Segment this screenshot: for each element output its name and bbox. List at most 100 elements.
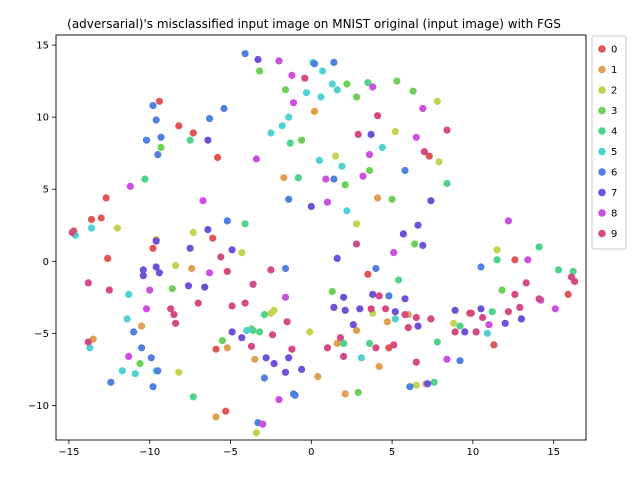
data-point-class-7 [139, 272, 147, 280]
data-point-class-6 [223, 217, 231, 225]
data-point-class-7 [262, 354, 270, 362]
legend-label-class-6: 6 [611, 168, 617, 179]
data-point-class-1 [251, 355, 259, 363]
legend-marker-class-8 [598, 209, 606, 217]
data-point-class-5 [86, 344, 94, 352]
data-point-class-6 [281, 264, 290, 273]
data-point-class-8 [359, 172, 367, 180]
data-point-class-2 [172, 262, 180, 270]
legend-label-class-5: 5 [611, 147, 617, 158]
x-axis: −15 −10 −5 0 5 10 15 [58, 440, 560, 458]
data-point-class-0 [214, 153, 222, 162]
legend-marker-class-4 [598, 127, 606, 135]
legend-marker-class-6 [598, 168, 606, 176]
data-point-class-2 [352, 220, 361, 228]
data-point-class-5 [243, 326, 251, 335]
data-point-class-6 [147, 354, 155, 362]
data-point-class-0 [189, 129, 197, 137]
data-point-class-7 [399, 230, 407, 238]
data-point-class-3 [411, 240, 419, 248]
data-point-class-9 [467, 309, 475, 317]
data-point-class-6 [149, 383, 157, 391]
x-tick-label: 5 [389, 447, 395, 458]
data-point-class-2 [306, 328, 314, 336]
data-point-class-2 [449, 319, 458, 327]
data-point-class-9 [323, 344, 332, 352]
data-point-class-9 [283, 318, 291, 326]
data-point-class-2 [175, 368, 183, 376]
data-point-class-6 [220, 104, 228, 113]
data-point-class-0 [425, 152, 433, 160]
data-point-class-2 [238, 249, 246, 257]
data-point-class-8 [199, 197, 207, 205]
data-point-class-6 [291, 391, 299, 399]
data-point-class-9 [354, 130, 362, 138]
data-point-class-7 [419, 241, 427, 249]
data-point-class-7 [254, 55, 262, 64]
data-point-class-8 [365, 151, 374, 159]
data-point-class-8 [524, 256, 532, 264]
data-point-class-8 [281, 293, 290, 301]
data-point-class-2 [391, 128, 399, 136]
legend-marker-class-3 [598, 106, 606, 115]
legend-label-class-2: 2 [611, 86, 617, 97]
data-point-class-7 [517, 315, 526, 323]
y-tick-label: −5 [34, 329, 49, 340]
data-point-class-7 [391, 308, 399, 316]
legend-label-class-0: 0 [611, 45, 617, 56]
data-point-class-7 [414, 322, 422, 330]
x-tick-label: 10 [467, 447, 480, 458]
data-point-class-0 [87, 215, 96, 224]
data-point-class-9 [372, 344, 380, 352]
plot-area [55, 34, 587, 441]
data-point-class-9 [504, 308, 512, 316]
data-point-class-5 [317, 93, 325, 101]
x-tick-label: −10 [139, 447, 160, 458]
data-point-class-6 [310, 60, 319, 68]
data-point-class-4 [569, 267, 577, 275]
data-point-class-7 [186, 244, 194, 252]
data-point-class-8 [323, 198, 332, 206]
data-point-class-1 [314, 373, 322, 381]
data-point-class-7 [341, 306, 349, 314]
data-point-class-1 [374, 194, 382, 202]
data-point-class-8 [390, 249, 398, 257]
data-point-class-4 [186, 136, 194, 144]
data-point-class-9 [516, 303, 524, 311]
data-point-class-5 [118, 367, 126, 375]
data-point-class-4 [286, 139, 294, 147]
data-point-class-8 [443, 355, 451, 363]
x-tick-label: 15 [547, 447, 560, 458]
data-point-class-5 [319, 67, 327, 75]
data-point-class-9 [401, 311, 409, 319]
data-point-class-7 [427, 197, 435, 205]
data-point-class-0 [364, 270, 372, 278]
data-point-class-8 [504, 217, 512, 225]
data-point-class-0 [149, 244, 157, 252]
data-point-class-5 [131, 370, 139, 378]
data-point-class-8 [205, 269, 214, 277]
data-point-class-7 [414, 221, 422, 229]
data-point-class-4 [395, 276, 403, 284]
data-point-class-7 [461, 328, 469, 336]
data-point-class-8 [485, 321, 493, 329]
data-point-class-9 [223, 267, 231, 275]
data-point-class-7 [349, 321, 357, 329]
legend-label-class-8: 8 [611, 209, 617, 220]
data-point-class-7 [330, 303, 338, 311]
data-point-class-7 [228, 328, 236, 336]
data-point-class-3 [393, 77, 401, 85]
legend-marker-class-0 [598, 45, 606, 53]
data-point-class-9 [535, 295, 543, 303]
data-point-class-1 [138, 322, 146, 330]
data-point-class-7 [139, 266, 147, 274]
data-point-class-3 [341, 181, 349, 189]
data-point-class-9 [268, 331, 277, 339]
data-point-class-0 [564, 290, 572, 298]
data-point-class-9 [427, 315, 435, 323]
data-point-class-4 [365, 339, 374, 347]
data-point-class-4 [430, 378, 438, 386]
legend-marker-class-5 [598, 147, 606, 156]
data-point-class-6 [401, 166, 409, 175]
data-point-class-7 [356, 305, 364, 313]
